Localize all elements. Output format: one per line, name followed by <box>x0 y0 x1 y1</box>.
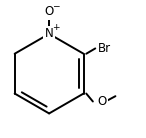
Text: O: O <box>45 5 54 18</box>
Text: N: N <box>45 27 53 40</box>
Text: +: + <box>52 23 60 32</box>
Text: O: O <box>98 95 107 108</box>
Text: −: − <box>52 1 60 10</box>
Text: Br: Br <box>98 42 111 55</box>
